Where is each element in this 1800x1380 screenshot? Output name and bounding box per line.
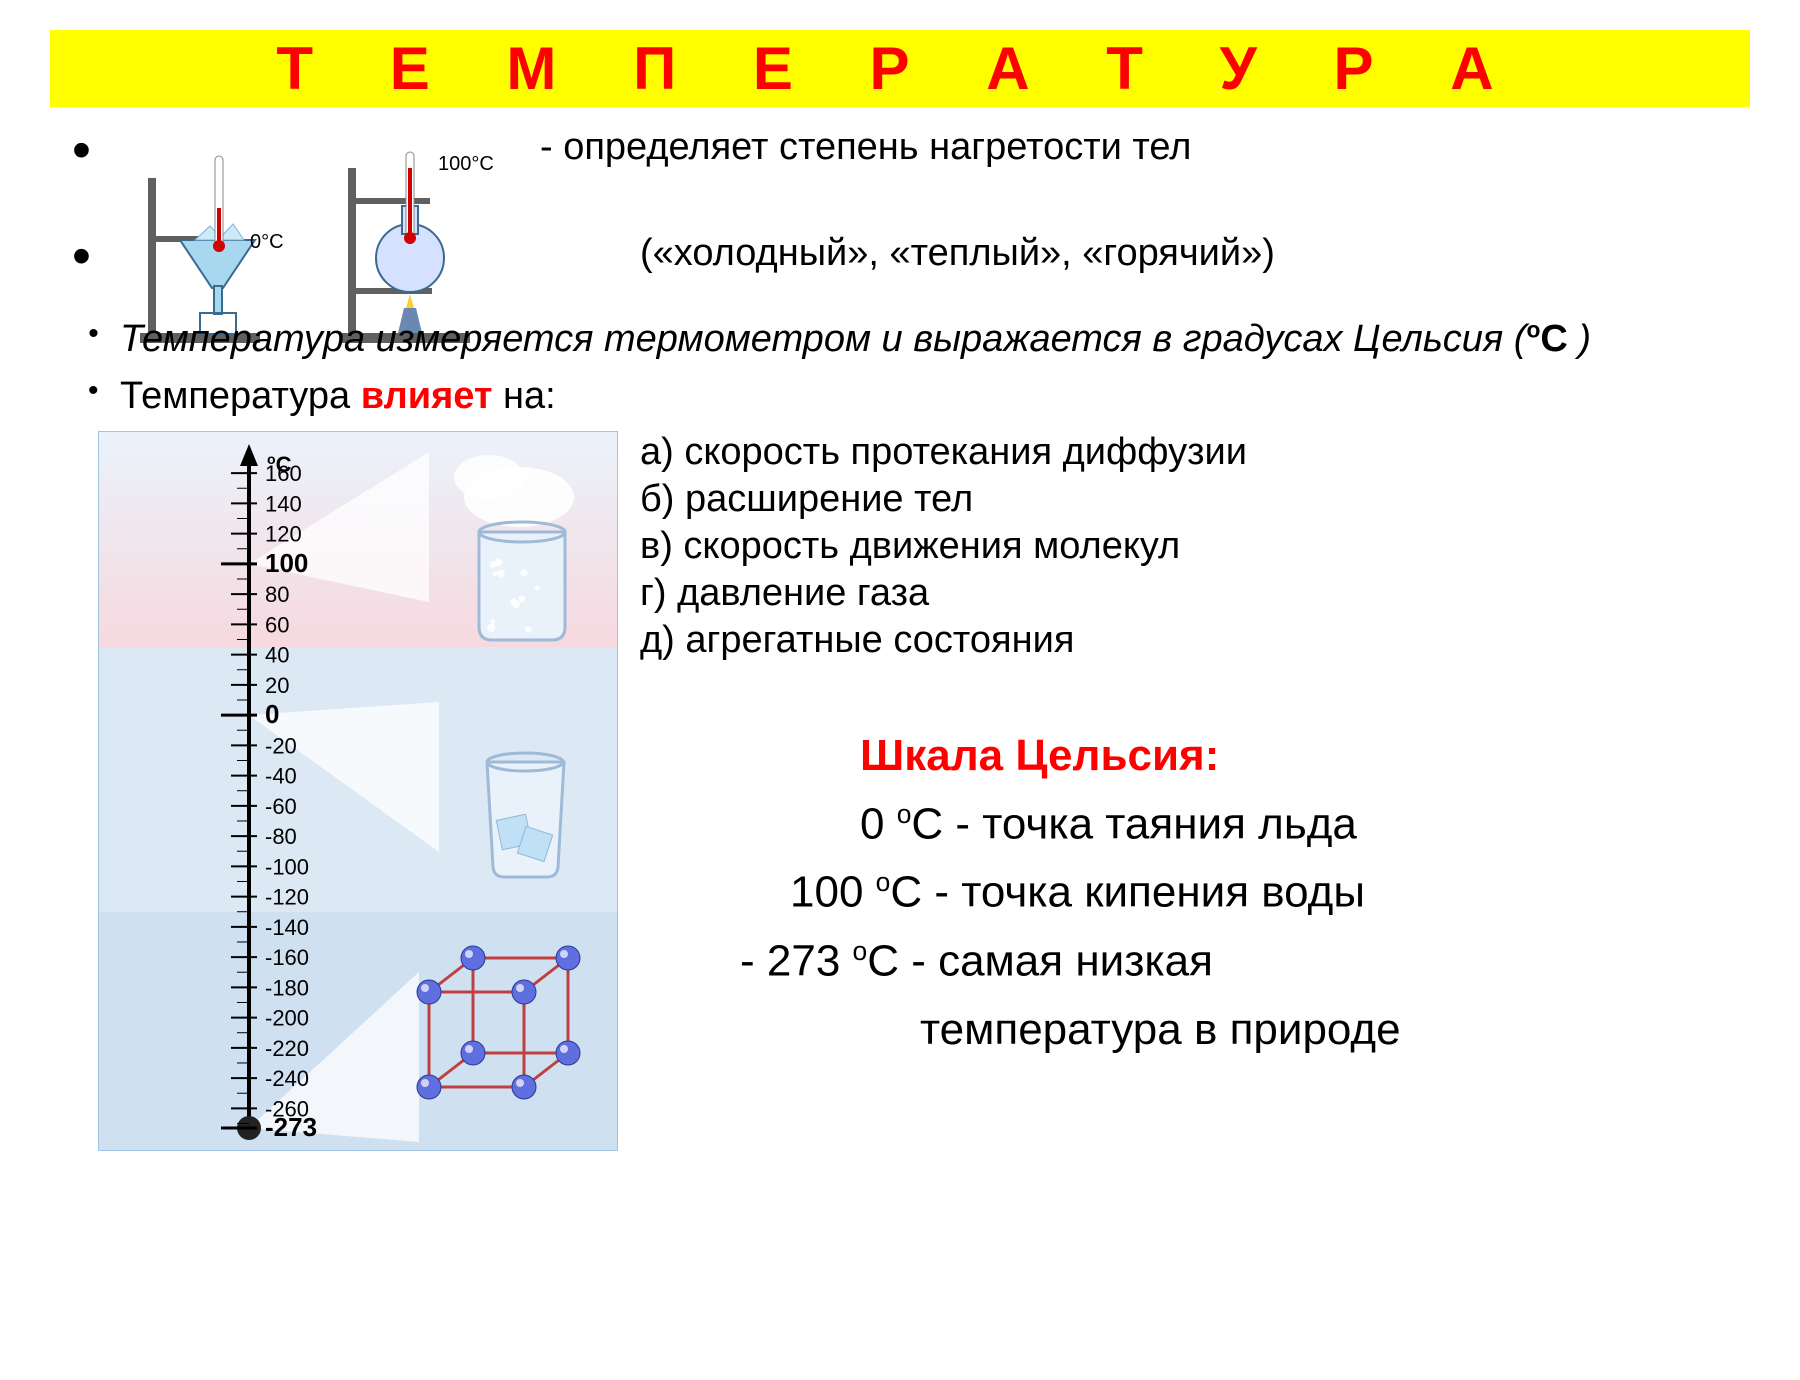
c1-txt: - точка таяния льда <box>943 799 1357 848</box>
c3-u: C <box>867 937 899 986</box>
svg-text:-200: -200 <box>265 1005 309 1030</box>
svg-text:-120: -120 <box>265 884 309 909</box>
b3-sup: o <box>1526 316 1540 342</box>
svg-text:-160: -160 <box>265 945 309 970</box>
scale-svg: oC160140120100806040200-20-40-60-80-100-… <box>99 432 618 1151</box>
b4-post: на: <box>493 375 556 417</box>
effect-a: а) скорость протекания диффузии <box>640 431 1247 474</box>
svg-text:-273: -273 <box>265 1112 317 1142</box>
svg-text:140: 140 <box>265 491 302 516</box>
b4-pre: Температура <box>120 375 361 417</box>
b3-post: ) <box>1568 318 1591 360</box>
effect-d: д) агрегатные состояния <box>640 619 1247 662</box>
bullet-3: Температура измеряется термометром и выр… <box>80 314 1740 365</box>
lower-area: а) скорость протекания диффузии б) расши… <box>0 431 1800 1151</box>
c1-u: C <box>911 799 943 848</box>
c2-txt: - точка кипения воды <box>922 868 1365 917</box>
celsius-scale-diagram: oC160140120100806040200-20-40-60-80-100-… <box>98 431 618 1151</box>
svg-text:80: 80 <box>265 582 289 607</box>
effects-list: а) скорость протекания диффузии б) расши… <box>640 431 1247 666</box>
b3-unit: C <box>1540 318 1567 360</box>
c3-txt: - самая низкая <box>899 937 1213 986</box>
c3-sup: o <box>853 936 868 966</box>
bullet-1-text: - определяет степень нагретости тел <box>540 126 1191 168</box>
c2-u: C <box>890 868 922 917</box>
svg-text:60: 60 <box>265 612 289 637</box>
celsius-header: Шкала Цельсия: <box>860 731 1401 781</box>
svg-text:-40: -40 <box>265 763 297 788</box>
svg-text:-60: -60 <box>265 793 297 818</box>
bullet-list: - определяет степень нагретости тел («хо… <box>0 122 1800 423</box>
bullet-2: («холодный», «теплый», «горячий») <box>80 228 1740 308</box>
c1-t: 0 <box>860 799 897 848</box>
c2-t: 100 <box>790 868 876 917</box>
b4-em: влияет <box>361 375 493 417</box>
title-text: Т Е М П Е Р А Т У Р А <box>276 35 1523 102</box>
svg-text:-100: -100 <box>265 854 309 879</box>
svg-text:160: 160 <box>265 461 302 486</box>
bullet-4: Температура влияет на: <box>80 371 1740 422</box>
effect-v: в) скорость движения молекул <box>640 525 1247 568</box>
svg-text:-220: -220 <box>265 1035 309 1060</box>
svg-text:-180: -180 <box>265 975 309 1000</box>
effect-g: г) давление газа <box>640 572 1247 615</box>
c1-sup: o <box>897 799 912 829</box>
svg-text:-80: -80 <box>265 824 297 849</box>
svg-text:-20: -20 <box>265 733 297 758</box>
svg-text:100: 100 <box>265 547 308 577</box>
svg-text:20: 20 <box>265 672 289 697</box>
effect-b: б) расширение тел <box>640 478 1247 521</box>
title-banner: Т Е М П Е Р А Т У Р А <box>50 30 1750 107</box>
celsius-info: Шкала Цельсия: 0 oC - точка таяния льда … <box>720 731 1401 1055</box>
c3-t: - 273 <box>740 937 853 986</box>
bullet-3-pre: Температура измеряется термометром и выр… <box>120 318 1526 360</box>
svg-text:40: 40 <box>265 642 289 667</box>
svg-text:-240: -240 <box>265 1066 309 1091</box>
svg-text:-140: -140 <box>265 914 309 939</box>
bullet-1: - определяет степень нагретости тел <box>80 122 1740 222</box>
bullet-2-text: («холодный», «теплый», «горячий») <box>640 232 1275 274</box>
svg-text:120: 120 <box>265 521 302 546</box>
c2-sup: o <box>876 867 891 897</box>
svg-text:0: 0 <box>265 699 279 729</box>
c4-txt: температура в природе <box>920 1005 1401 1054</box>
